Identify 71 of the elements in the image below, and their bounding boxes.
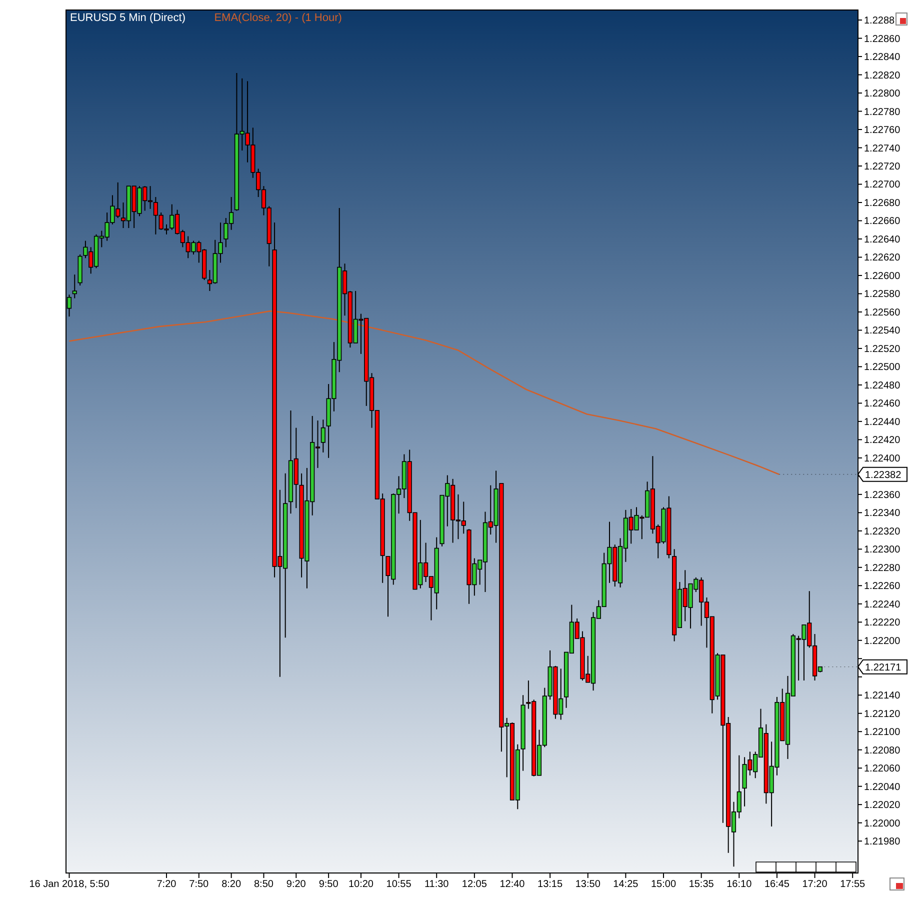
x-tick-label: 9:20	[286, 879, 306, 890]
text: EMA(Close, 20) - (1 Hour)	[214, 12, 342, 24]
y-tick-label: 1.22760	[864, 125, 901, 136]
y-tick-label: 1.22400	[864, 453, 901, 464]
y-tick-label: 1.22080	[864, 745, 901, 756]
y-tick-label: 1.22300	[864, 544, 901, 556]
y-tick-label: 1.22860	[864, 34, 901, 45]
y-tick-label: 1.22200	[864, 636, 901, 647]
y-tick-label: 1.22780	[864, 106, 901, 118]
y-tick-label: 1.22680	[864, 198, 901, 209]
x-tick-label: 10:55	[386, 879, 412, 890]
candlestick	[320, 419, 326, 453]
y-tick-label: 1.22840	[864, 52, 901, 64]
x-tick-label: 16:45	[764, 879, 790, 890]
line-series	[68, 310, 780, 475]
y-tick-label: 1.22020	[864, 800, 901, 812]
annotation: 1.22382	[865, 470, 902, 481]
y-tick-label: 1.22280	[864, 562, 901, 574]
x-tick-label: 17:20	[802, 879, 828, 890]
y-tick-label: 1.22420	[864, 435, 901, 446]
y-tick-label: 1.21980	[864, 836, 901, 848]
y-tick-label: 1.2288	[864, 16, 896, 27]
y-tick-label: 1.22800	[864, 88, 901, 100]
x-tick-label: 17:55	[840, 879, 866, 890]
x-tick-label: 10:20	[348, 879, 374, 890]
y-tick-label: 1.22220	[864, 618, 901, 629]
x-tick-label: 7:50	[189, 879, 210, 890]
x-tick-label: 8:20	[222, 879, 242, 890]
y-tick-label: 1.22660	[864, 216, 901, 228]
x-tick-label: 15:35	[688, 879, 714, 890]
candlestick	[72, 274, 77, 299]
x-tick-label: 8:50	[254, 879, 274, 890]
y-tick-label: 1.22340	[864, 508, 901, 520]
y-tick-label: 1.22000	[864, 818, 901, 830]
y-tick-label: 1.22260	[864, 581, 901, 592]
x-tick-label: 15:00	[650, 879, 676, 890]
x-tick-label: 12:40	[500, 879, 526, 890]
x-tick-label: 16:10	[726, 879, 752, 890]
y-tick-label: 1.22740	[864, 143, 901, 154]
y-tick-label: 1.22460	[864, 398, 901, 410]
x-tick-label: 11:30	[424, 879, 450, 890]
y-tick-label: 1.22820	[864, 70, 901, 82]
y-tick-label: 1.22360	[864, 490, 901, 501]
chart-title: EURUSD 5 Min (Direct)	[70, 12, 186, 24]
x-tick-label: 9:50	[318, 879, 339, 890]
y-tick-label: 1.22560	[864, 307, 901, 318]
y-tick-label: 1.22520	[864, 344, 901, 355]
y-tick-label: 1.22320	[864, 526, 901, 538]
y-tick-label: 1.22120	[864, 708, 901, 720]
annotation: 1.22171	[865, 662, 902, 674]
y-tick-label: 1.22140	[864, 690, 901, 702]
y-tick-label: 1.22720	[864, 161, 901, 172]
y-tick-label: 1.22440	[864, 416, 901, 428]
y-tick-label: 1.22620	[864, 252, 901, 264]
x-tick-label: 7:20	[156, 879, 177, 890]
y-tick-label: 1.22540	[864, 326, 901, 337]
y-tick-label: 1.22040	[864, 782, 901, 793]
y-tick-label: 1.22100	[864, 727, 901, 738]
x-tick-label: 14:25	[613, 879, 639, 890]
y-tick-label: 1.22480	[864, 380, 901, 392]
y-tick-label: 1.22060	[864, 764, 901, 775]
y-tick-label: 1.22500	[864, 362, 901, 374]
x-tick-label: 16 Jan 2018, 5:50	[29, 879, 110, 890]
y-tick-label: 1.22600	[864, 270, 901, 282]
x-tick-label: 13:50	[575, 879, 601, 890]
y-tick-label: 1.22580	[864, 289, 901, 300]
y-tick-label: 1.22700	[864, 180, 901, 191]
x-tick-label: 13:15	[538, 879, 564, 890]
x-tick-label: 12:05	[462, 879, 488, 890]
y-tick-label: 1.22240	[864, 599, 901, 610]
y-tick-label: 1.22640	[864, 234, 901, 246]
